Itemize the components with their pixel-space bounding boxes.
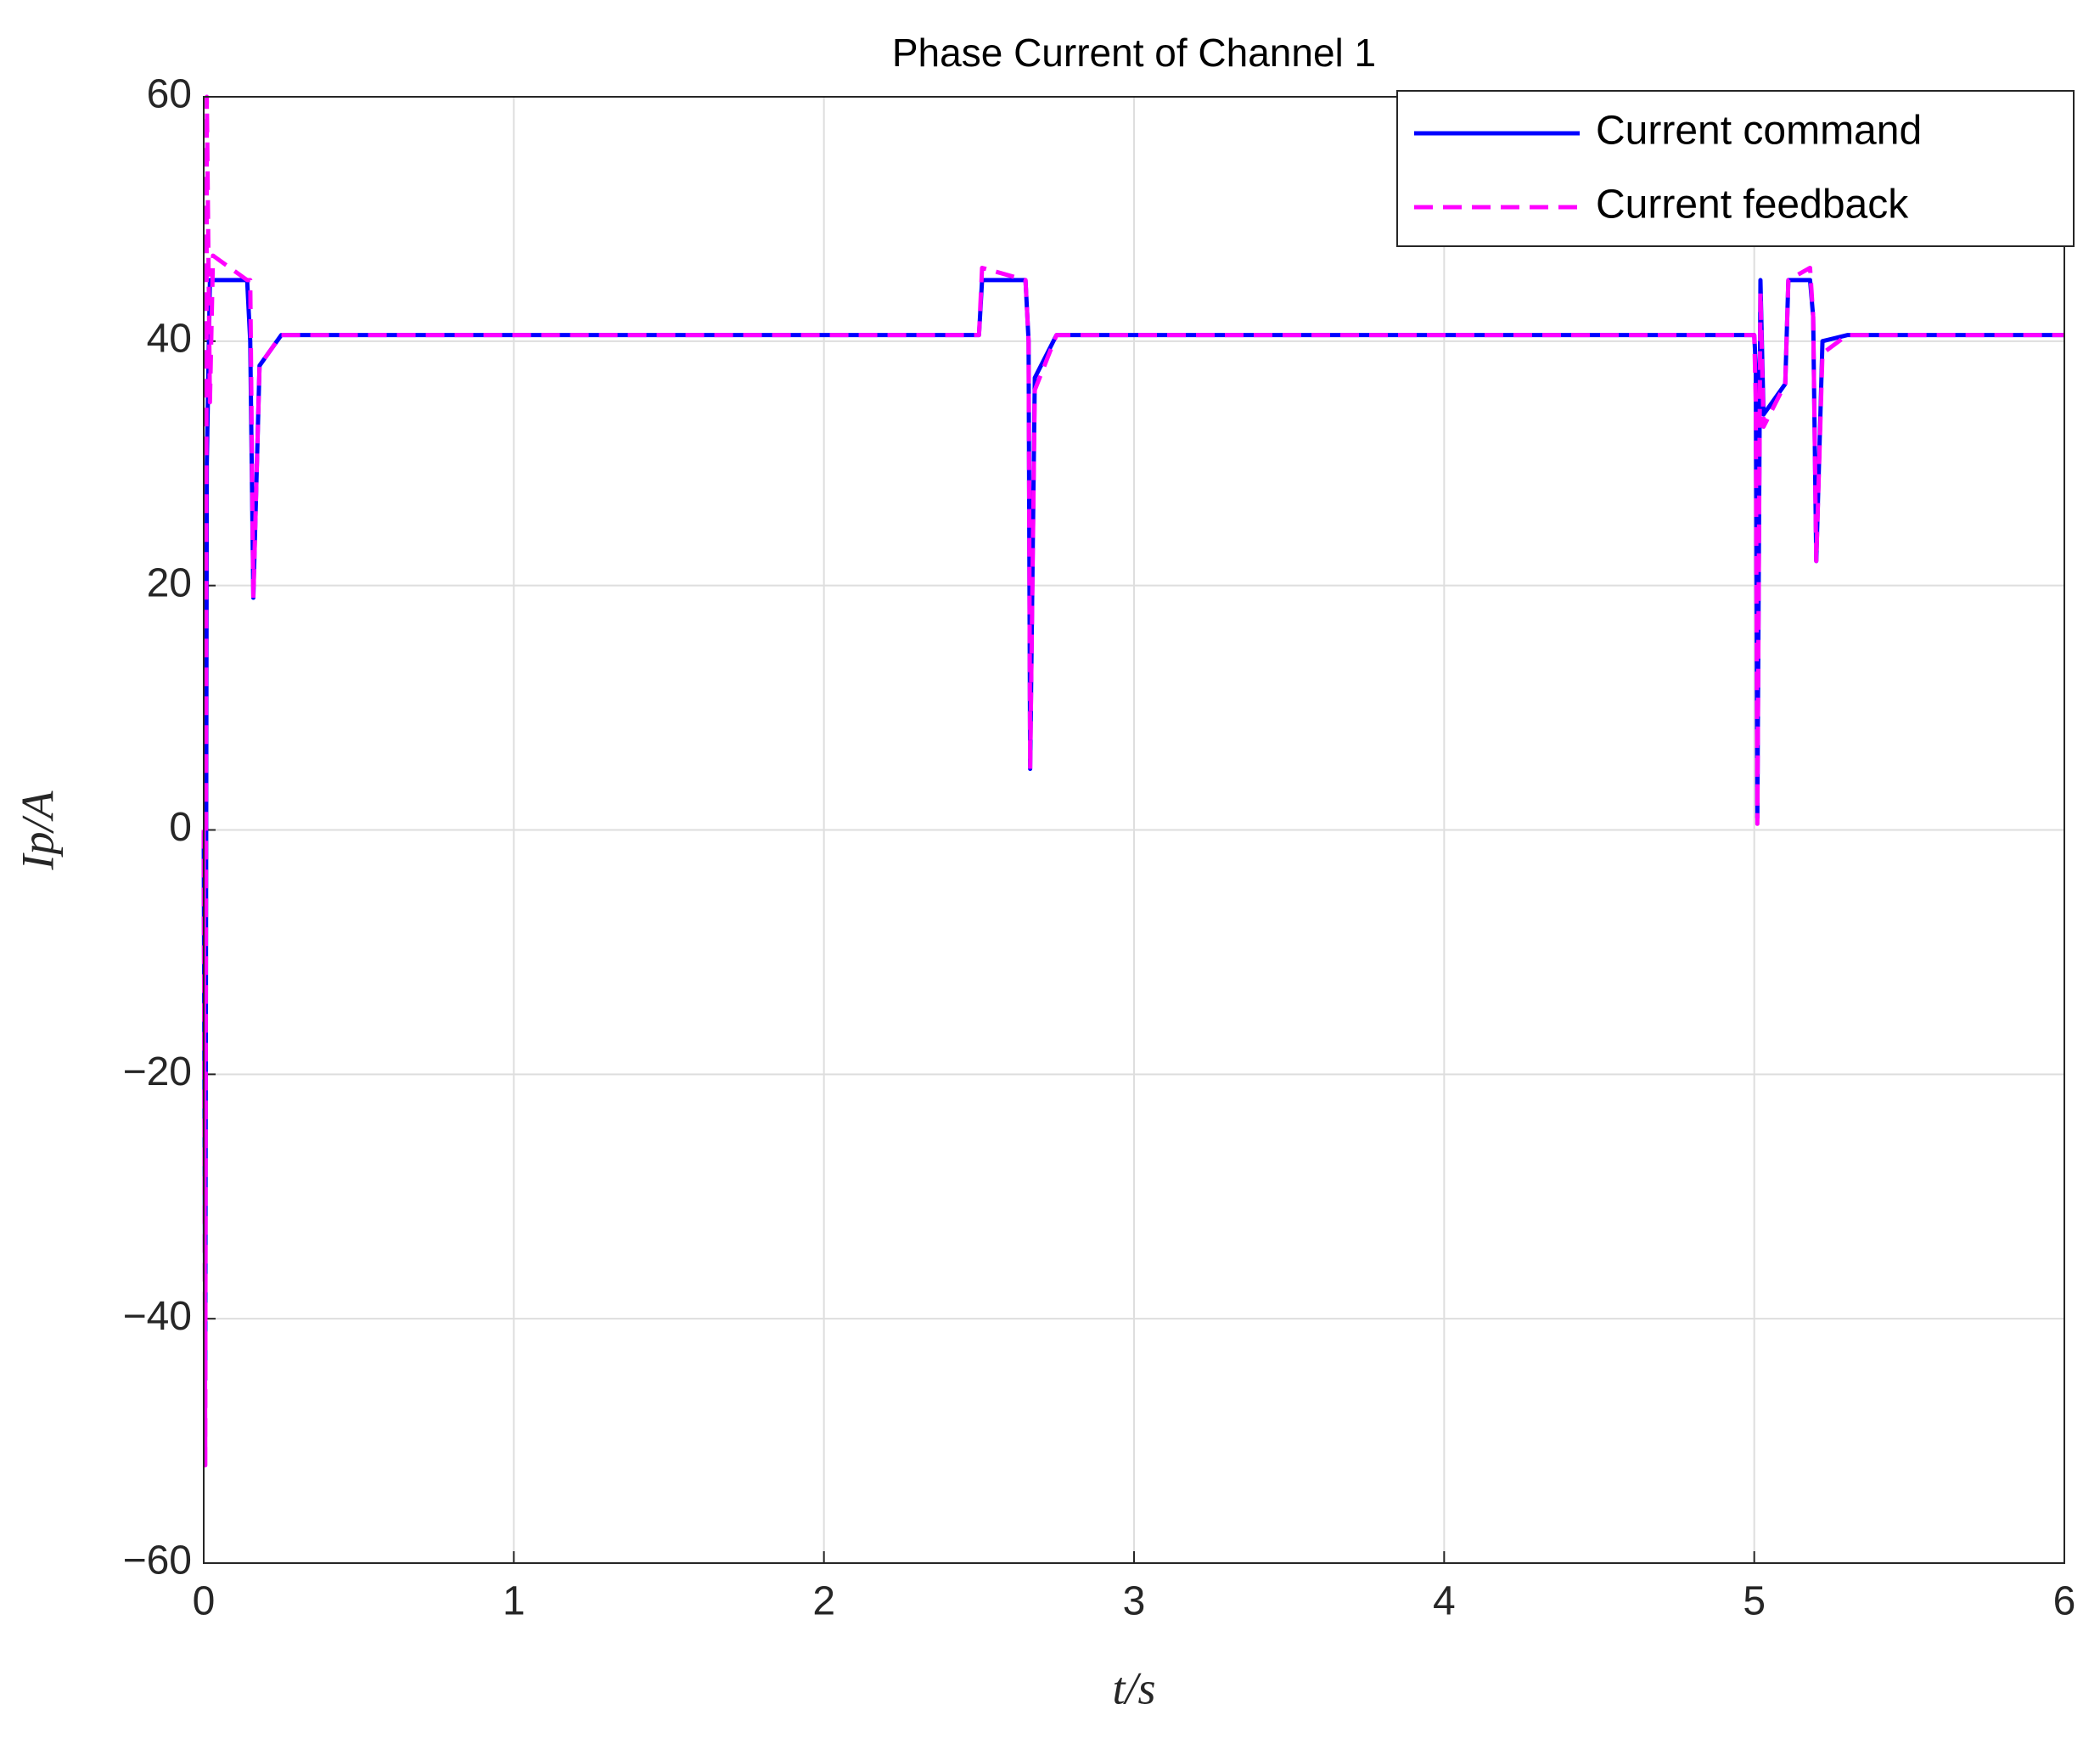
- x-axis-label: t/s: [1112, 1662, 1155, 1713]
- series-line: [201, 94, 2064, 1468]
- y-tick-label: 40: [147, 317, 192, 362]
- axes-box: [203, 96, 2065, 1564]
- y-tick-label: −40: [123, 1294, 192, 1339]
- x-tick-label: 0: [193, 1579, 216, 1624]
- y-tick-label: −60: [123, 1538, 192, 1583]
- legend-box: [1396, 90, 2075, 247]
- y-tick-label: 20: [147, 560, 192, 605]
- x-tick-label: 5: [1743, 1579, 1766, 1624]
- legend-label: Current feedback: [1596, 183, 1909, 228]
- x-tick-label: 2: [812, 1579, 835, 1624]
- legend-label: Current command: [1596, 109, 1922, 154]
- y-axis-label: Ip/A: [12, 790, 63, 871]
- x-tick-label: 1: [503, 1579, 525, 1624]
- x-tick-label: 4: [1433, 1579, 1456, 1624]
- chart-title: Phase Current of Channel 1: [892, 31, 1376, 75]
- y-tick-label: 60: [147, 72, 192, 117]
- y-tick-label: −20: [123, 1049, 192, 1094]
- y-tick-label: 0: [169, 805, 192, 850]
- x-tick-label: 6: [2053, 1579, 2076, 1624]
- x-tick-label: 3: [1123, 1579, 1146, 1624]
